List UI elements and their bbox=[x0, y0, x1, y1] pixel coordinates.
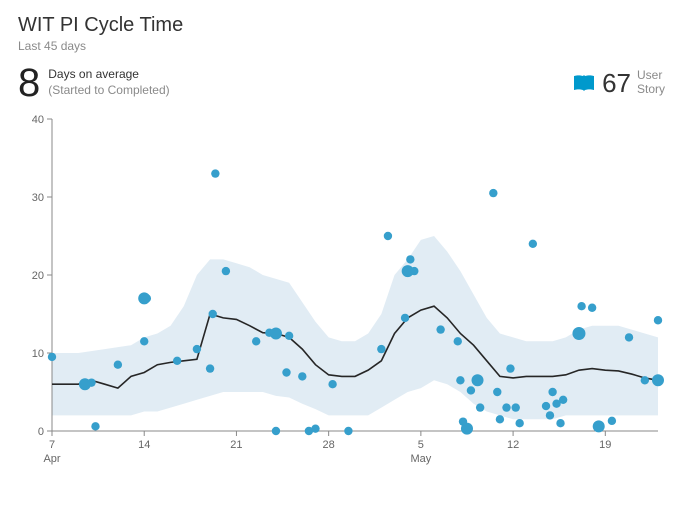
kpi-count-label-top: User bbox=[637, 69, 665, 83]
svg-text:12: 12 bbox=[507, 439, 519, 451]
kpi-average-value: 8 bbox=[18, 63, 40, 103]
user-story-icon bbox=[572, 73, 596, 93]
kpi-row: 8 Days on average (Started to Completed)… bbox=[18, 63, 665, 103]
svg-text:21: 21 bbox=[230, 439, 242, 451]
kpi-average-label-bottom: (Started to Completed) bbox=[48, 83, 169, 99]
svg-text:0: 0 bbox=[38, 426, 44, 438]
kpi-count-label-bottom: Story bbox=[637, 83, 665, 97]
svg-text:28: 28 bbox=[323, 439, 335, 451]
kpi-count-value: 67 bbox=[602, 70, 631, 96]
svg-text:10: 10 bbox=[32, 348, 44, 360]
svg-text:5: 5 bbox=[418, 439, 424, 451]
svg-text:20: 20 bbox=[32, 270, 44, 282]
svg-text:14: 14 bbox=[138, 439, 150, 451]
svg-text:May: May bbox=[410, 453, 431, 465]
svg-text:7: 7 bbox=[49, 439, 55, 451]
chart-area: 0 10 20 30 40 7 14 21 28 5 12 19 Apr May bbox=[18, 111, 665, 486]
widget-title: WIT PI Cycle Time bbox=[18, 14, 665, 37]
kpi-average-label-top: Days on average bbox=[48, 67, 169, 83]
kpi-average-label: Days on average (Started to Completed) bbox=[48, 67, 169, 98]
kpi-count: 67 User Story bbox=[572, 69, 665, 97]
kpi-average: 8 Days on average (Started to Completed) bbox=[18, 63, 170, 103]
svg-text:19: 19 bbox=[599, 439, 611, 451]
svg-text:40: 40 bbox=[32, 114, 44, 126]
svg-text:30: 30 bbox=[32, 192, 44, 204]
widget-subtitle: Last 45 days bbox=[18, 39, 665, 53]
cycle-time-widget: WIT PI Cycle Time Last 45 days 8 Days on… bbox=[0, 0, 683, 510]
svg-text:Apr: Apr bbox=[43, 453, 60, 465]
kpi-count-label: User Story bbox=[637, 69, 665, 97]
cycle-time-chart: 0 10 20 30 40 7 14 21 28 5 12 19 Apr May bbox=[18, 111, 665, 481]
